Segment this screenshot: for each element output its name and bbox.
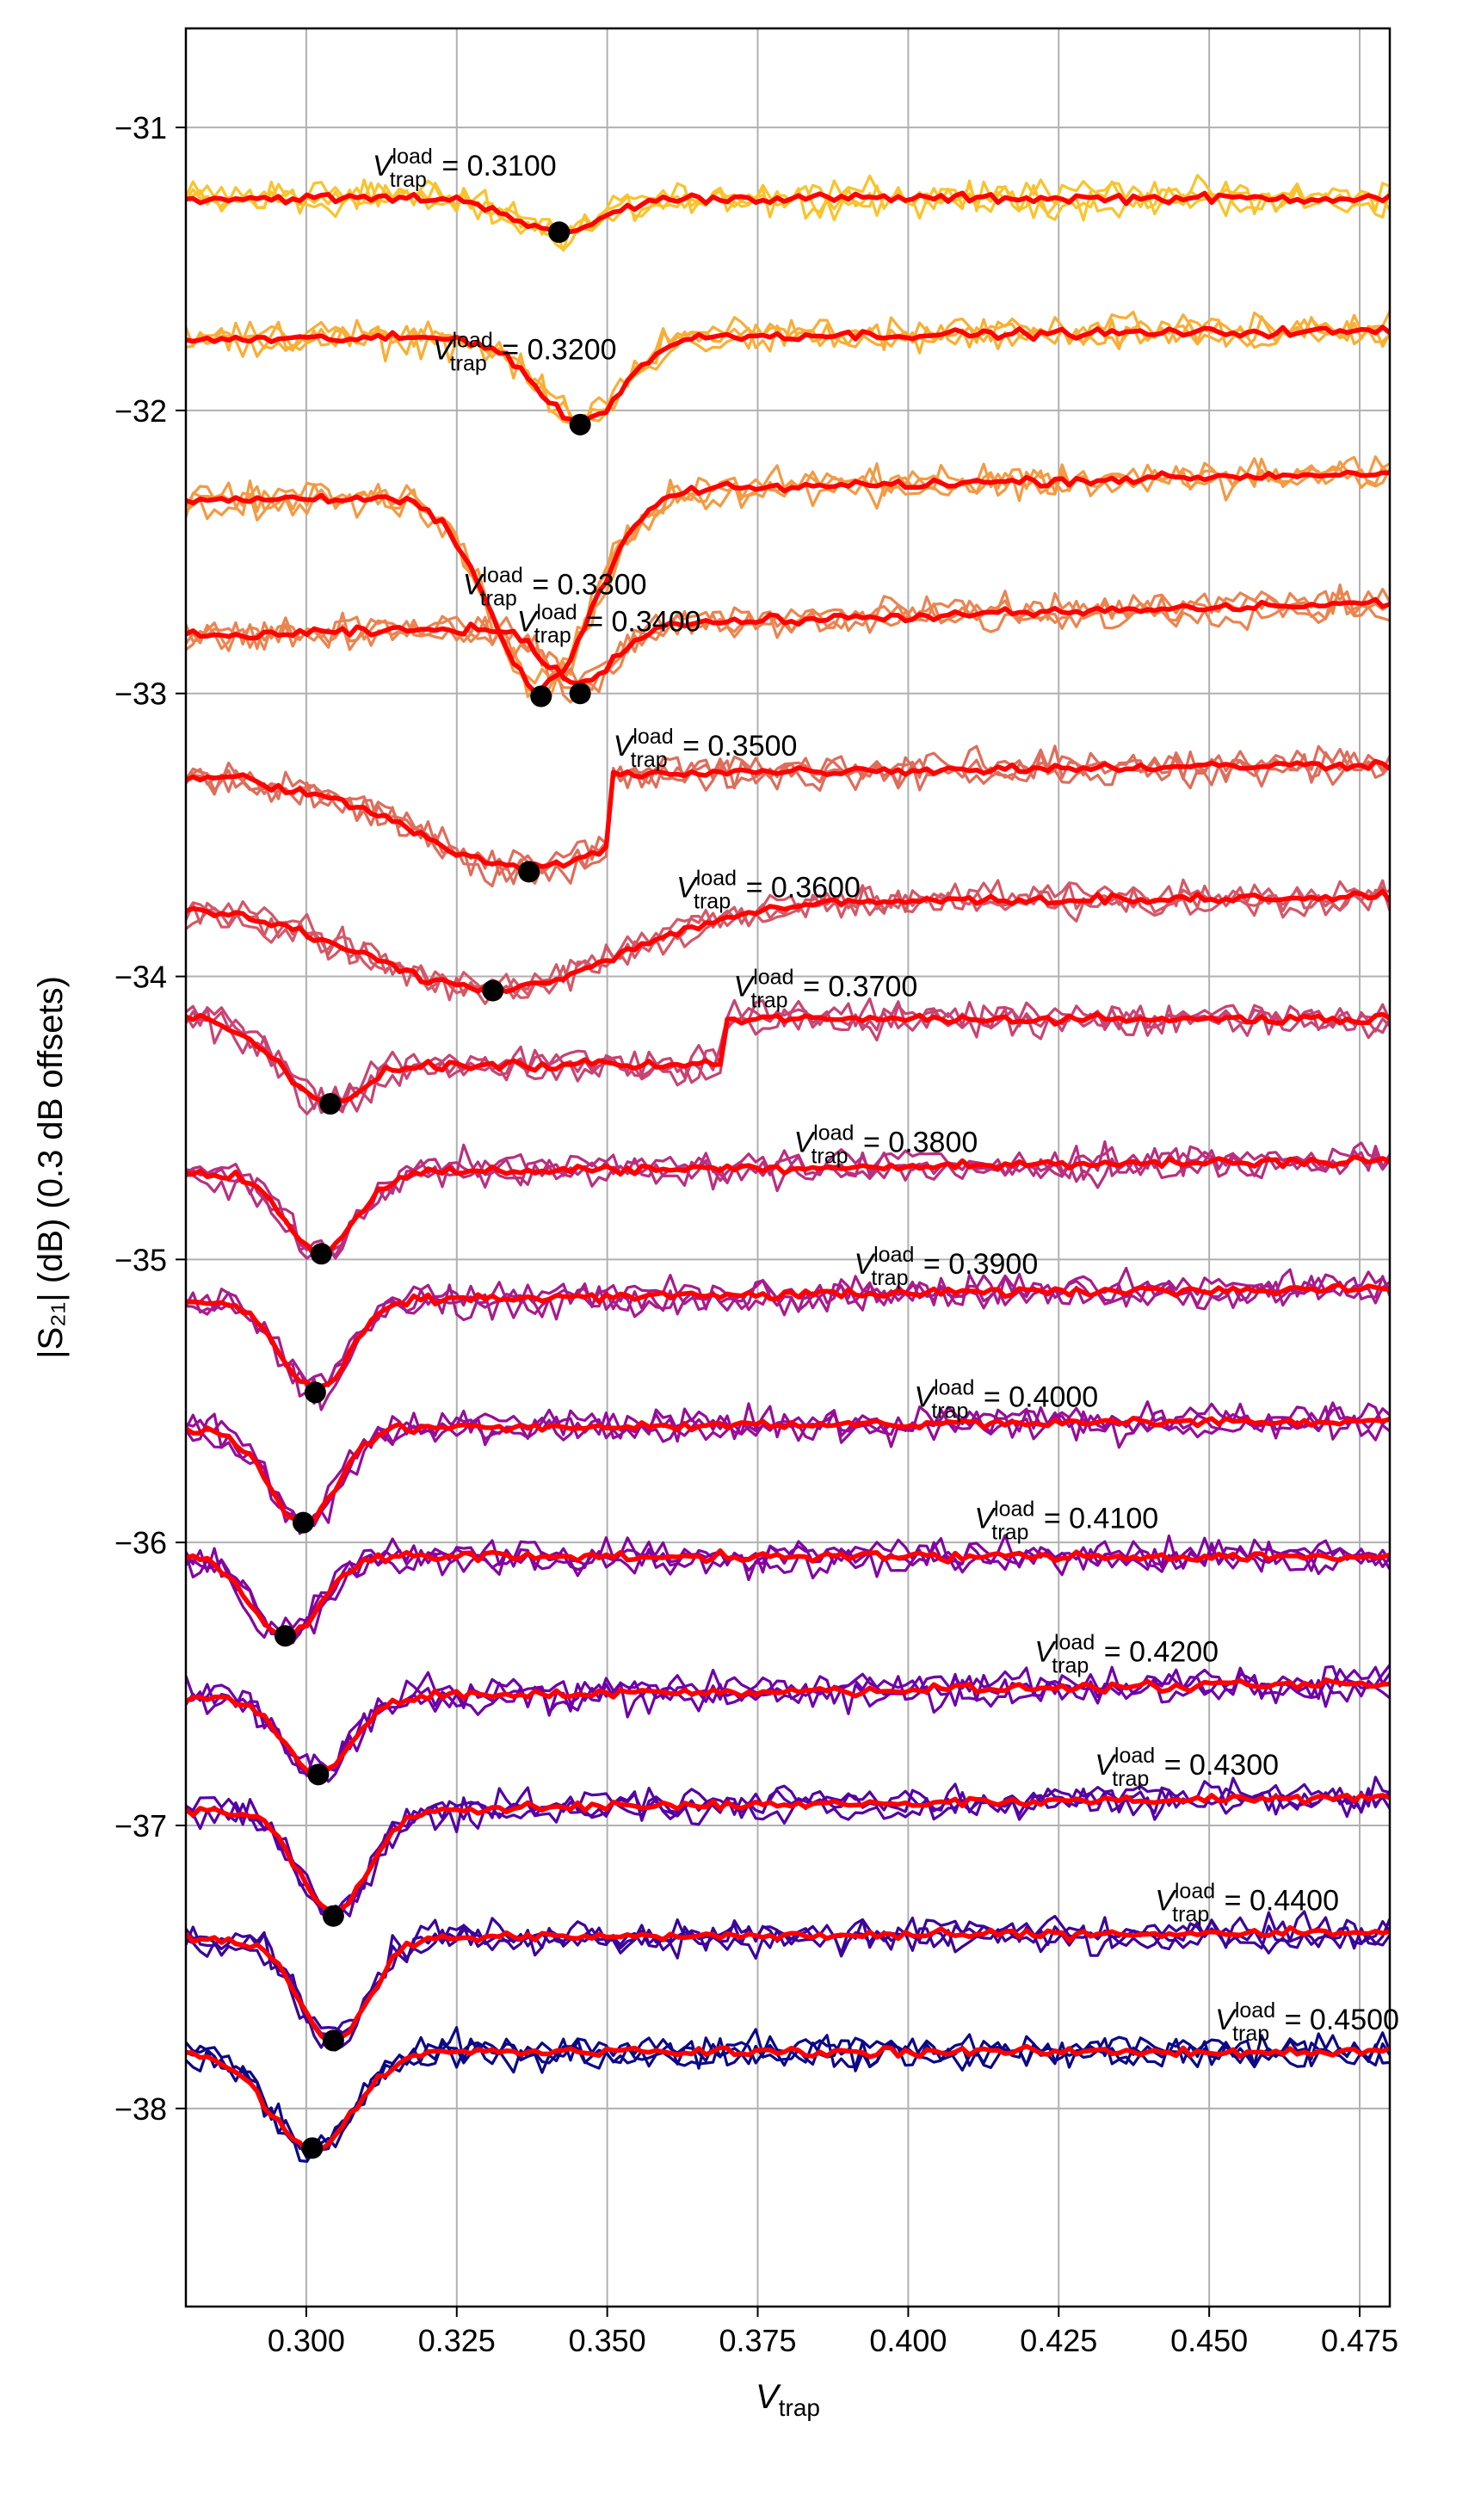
dip-marker [548, 221, 571, 244]
raw-trace [186, 1400, 1390, 1529]
y-tick-label: −33 [114, 676, 167, 712]
series-annotation: Vload trap = 0.3100 [373, 145, 557, 192]
average-trace [186, 1011, 1390, 1104]
raw-trace [186, 750, 1390, 888]
series-annotation: Vload trap = 0.4300 [1095, 1744, 1279, 1791]
raw-trace [186, 1266, 1390, 1387]
average-trace [186, 596, 1390, 686]
y-tick-label: −31 [114, 110, 167, 145]
dip-marker [322, 1905, 344, 1927]
dip-marker [292, 1511, 314, 1534]
raw-trace [186, 1275, 1390, 1411]
x-tick-label: 0.300 [268, 2323, 345, 2358]
average-trace [186, 1547, 1390, 1639]
dip-marker [304, 1381, 326, 1404]
series-annotation: Vload trap = 0.3800 [793, 1121, 978, 1168]
raw-trace [186, 878, 1390, 997]
dip-marker [569, 682, 591, 705]
y-tick-label: −32 [114, 393, 167, 429]
average-trace [186, 888, 1390, 995]
series-annotation: Vload trap = 0.3600 [676, 866, 861, 913]
x-tick-label: 0.400 [869, 2323, 947, 2358]
y-tick-label: −36 [114, 1525, 167, 1560]
average-trace [186, 1677, 1390, 1778]
average-trace [186, 324, 1390, 425]
y-axis-label: |S₂₁| (dB) (0.3 dB offsets) [32, 976, 70, 1359]
average-trace [186, 1282, 1390, 1393]
x-tick-label: 0.425 [1020, 2323, 1097, 2358]
x-tick-label: 0.325 [418, 2323, 496, 2358]
series-annotation: Vload trap = 0.4500 [1215, 1998, 1399, 2046]
average-trace [186, 1415, 1390, 1524]
dip-marker [569, 413, 591, 435]
averaged-traces [186, 190, 1390, 2155]
dip-marker [274, 1625, 296, 1647]
y-tick-label: −34 [114, 960, 167, 995]
average-trace [186, 190, 1390, 235]
raw-trace [186, 1534, 1390, 1636]
series-annotation: Vload trap = 0.3400 [517, 600, 701, 647]
series-annotation: Vload trap = 0.3500 [614, 725, 798, 772]
x-tick-label: 0.350 [569, 2323, 646, 2358]
x-tick-label: 0.475 [1321, 2323, 1398, 2358]
raw-trace [186, 310, 1390, 427]
series-annotation: Vload trap = 0.3300 [463, 564, 647, 611]
dip-marker [518, 861, 540, 883]
average-trace [186, 1792, 1390, 1916]
dip-marker [530, 685, 552, 707]
x-axis-label: Vtrap [756, 2378, 820, 2421]
dip-marker [310, 1243, 332, 1265]
x-tick-label: 0.375 [719, 2323, 796, 2358]
annotations: Vload trap = 0.3100 Vload trap = 0.3200 Vloa… [373, 145, 1399, 2046]
dip-marker [319, 1093, 342, 1115]
series-annotation: Vload trap = 0.4200 [1034, 1630, 1219, 1677]
series-annotation: Vload trap = 0.3200 [433, 329, 617, 376]
dip-marker [307, 1763, 330, 1786]
average-trace [186, 1154, 1390, 1255]
dip-marker [301, 2137, 324, 2159]
x-tick-label: 0.450 [1170, 2323, 1248, 2358]
y-tick-label: −37 [114, 1808, 167, 1844]
dip-markers [274, 221, 591, 2159]
axis-ticks: 0.300 0.325 0.350 0.375 0.400 0.425 0.450 0.475… [114, 110, 1398, 2358]
y-tick-label: −35 [114, 1242, 167, 1277]
plot-frame [184, 27, 1392, 2308]
series-annotation: Vload trap = 0.4100 [974, 1498, 1158, 1545]
raw-trace [186, 887, 1390, 1005]
raw-trace [186, 1143, 1390, 1255]
average-trace [186, 1924, 1390, 2044]
average-trace [186, 469, 1390, 695]
series-annotation: Vload trap = 0.3900 [854, 1243, 1038, 1290]
raw-trace [186, 454, 1390, 685]
series-annotation: Vload trap = 0.4000 [914, 1375, 1098, 1423]
average-trace [186, 2043, 1390, 2155]
dip-marker [482, 979, 504, 1002]
series-annotation: Vload trap = 0.4400 [1155, 1880, 1339, 1927]
dip-marker [322, 2029, 344, 2052]
average-trace [186, 758, 1390, 874]
series-annotation: Vload trap = 0.3700 [734, 966, 918, 1013]
y-tick-label: −38 [114, 2091, 167, 2127]
